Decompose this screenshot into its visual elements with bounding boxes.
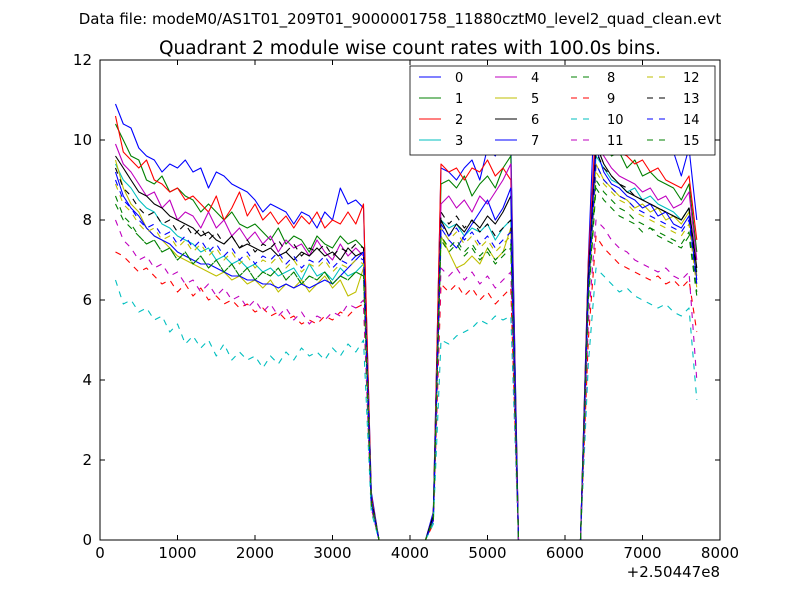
y-tick-label: 12 [73,51,92,69]
y-tick-label: 10 [73,131,92,149]
x-offset-label: +2.50447e8 [627,563,720,581]
x-tick-label: 1000 [158,544,196,562]
legend-label: 6 [531,113,539,128]
series-line-15 [114,179,698,540]
y-tick-label: 6 [82,291,92,309]
y-tick-label: 0 [82,531,92,549]
series-line-12 [114,171,698,540]
chart-title: Quadrant 2 module wise count rates with … [159,38,661,59]
legend-label: 10 [607,113,624,128]
y-tick-label: 8 [82,211,92,229]
y-tick-label: 2 [82,451,92,469]
x-tick-label: 0 [95,544,105,562]
legend-label: 7 [531,134,539,149]
legend-label: 5 [531,92,539,107]
legend-label: 9 [607,92,615,107]
legend-label: 4 [531,71,539,86]
suptitle: Data file: modeM0/AS1T01_209T01_90000017… [79,10,722,29]
legend-label: 2 [455,113,463,128]
legend-label: 14 [683,113,700,128]
x-tick-label: 6000 [546,544,584,562]
legend-label: 11 [607,134,624,149]
series-line-9 [115,235,698,540]
x-tick-label: 8000 [701,544,739,562]
legend-label: 0 [455,71,463,86]
x-axis: 0 1000 2000 3000 4000 5000 6000 7000 8000 [95,60,739,562]
series-line-11 [114,219,698,540]
legend-label: 8 [607,71,615,86]
legend-label: 3 [455,134,463,149]
x-tick-label: 2000 [236,544,274,562]
x-tick-label: 5000 [468,544,506,562]
legend-label: 15 [683,134,700,149]
legend-label: 12 [683,71,700,86]
series-line-13 [114,151,698,540]
series-line-3 [115,155,698,540]
x-tick-label: 4000 [391,544,429,562]
x-tick-label: 7000 [623,544,661,562]
y-tick-label: 4 [82,371,92,389]
legend-label: 1 [455,92,463,107]
legend-label: 13 [683,92,700,107]
x-tick-label: 3000 [313,544,351,562]
series-line-14 [114,163,698,540]
